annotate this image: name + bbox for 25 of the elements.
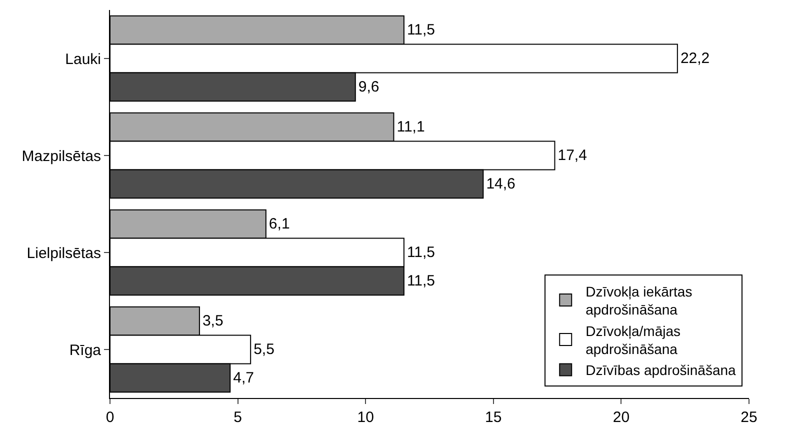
data-label: 6,1	[268, 216, 290, 233]
data-label: 11,5	[406, 22, 436, 39]
data-label: 11,5	[406, 244, 436, 261]
x-tick-label: 15	[485, 409, 502, 426]
y-tick-label: Lauki	[65, 50, 101, 68]
legend-label: Dzīvības apdrošināšana	[586, 362, 736, 378]
data-label: 4,7	[233, 369, 254, 386]
data-label: 17,4	[558, 147, 587, 164]
x-tick-label: 10	[357, 409, 374, 426]
x-tick-label: 0	[106, 409, 114, 426]
legend-label: Dzīvokļa iekārtas apdrošināšana	[586, 283, 692, 318]
y-tick-label: Rīga	[69, 342, 102, 359]
data-label: 9,6	[358, 78, 380, 96]
data-label: 22,2	[680, 50, 710, 67]
data-label: 5,5	[254, 341, 274, 358]
data-label: 14,6	[486, 175, 516, 192]
legend-label: Dzīvokļa/mājas apdrošināšana	[586, 322, 681, 358]
data-label: 11,5	[406, 272, 436, 290]
x-tick-label: 25	[740, 409, 758, 426]
data-label: 11,1	[396, 118, 425, 136]
y-tick-label: Mazpilsētas	[22, 148, 101, 165]
x-tick-label: 5	[234, 409, 242, 426]
x-tick-label: 20	[612, 409, 630, 426]
data-label: 3,5	[202, 312, 224, 330]
y-tick-label: Lielpilsētas	[26, 244, 101, 262]
